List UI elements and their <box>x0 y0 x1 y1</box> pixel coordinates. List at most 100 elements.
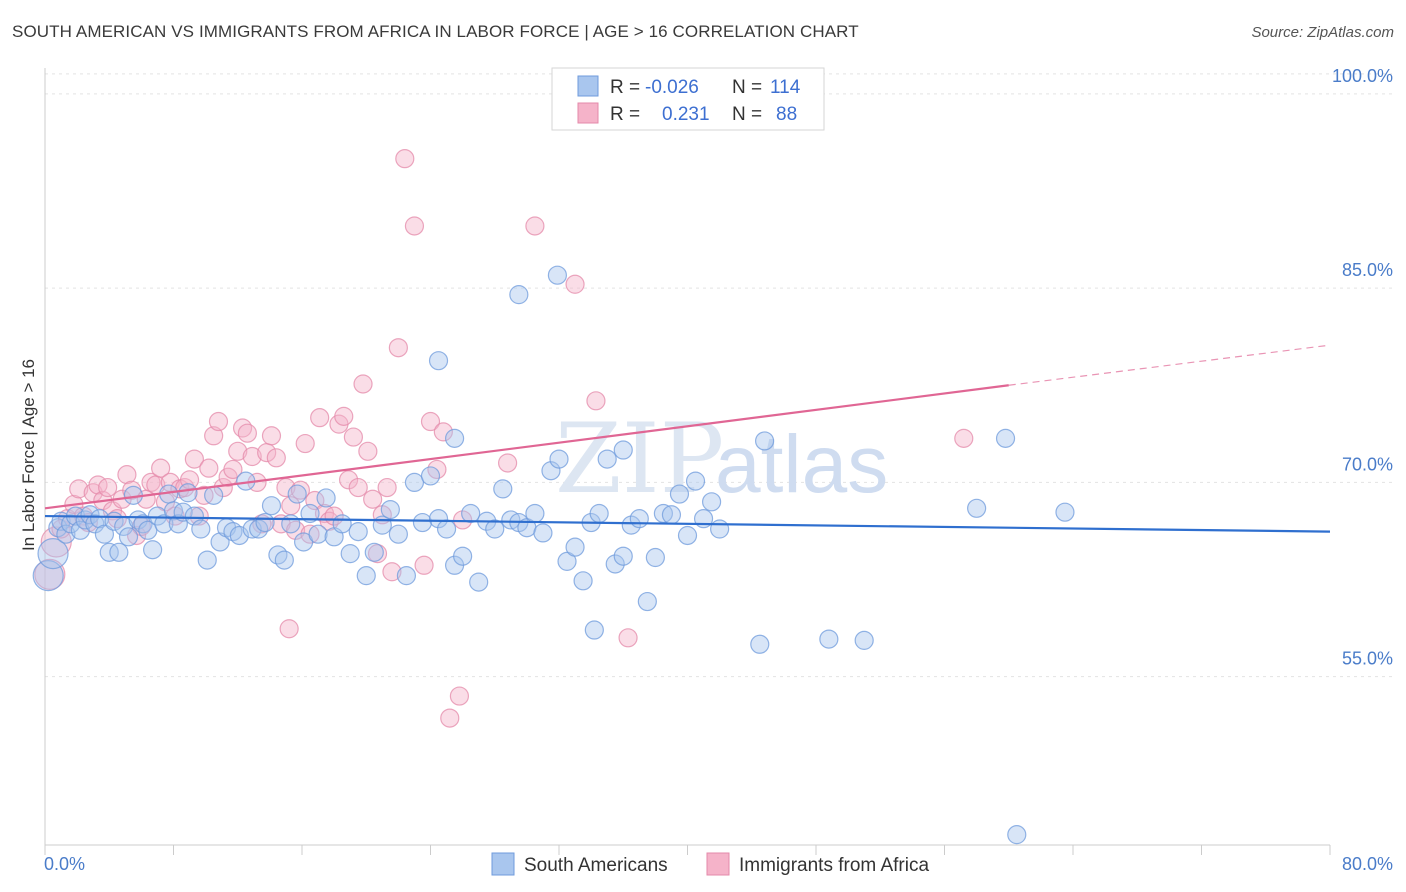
south-american-point-82 <box>573 571 593 591</box>
y-tick-label-2: 85.0% <box>1342 260 1393 280</box>
south-american-point-1 <box>37 538 69 570</box>
south-american-point-109 <box>1055 502 1075 522</box>
south-american-point-45 <box>281 514 301 534</box>
south-american-point-13 <box>99 542 119 562</box>
south-american-point-31 <box>191 519 211 539</box>
africa-point-41 <box>242 446 262 467</box>
africa-point-5 <box>69 479 89 499</box>
africa-point-75 <box>420 411 441 432</box>
south-american-point-101 <box>509 285 529 305</box>
south-american-point-67 <box>453 546 473 566</box>
legend-n-label-1: N = <box>732 77 762 98</box>
series-africa-points <box>34 149 974 728</box>
south-american-point-105 <box>754 431 775 451</box>
africa-point-40 <box>237 423 257 443</box>
africa-point-33 <box>204 426 224 446</box>
south-american-point-55 <box>356 566 376 586</box>
south-american-point-110 <box>967 498 987 518</box>
africa-point-67 <box>367 544 388 564</box>
south-american-point-15 <box>109 542 129 562</box>
africa-point-60 <box>334 406 354 426</box>
south-american-point-58 <box>380 499 400 520</box>
africa-point-81 <box>498 453 518 473</box>
south-american-point-11 <box>90 509 110 529</box>
south-american-point-108 <box>995 428 1016 448</box>
south-american-point-53 <box>340 544 360 564</box>
south-american-point-106 <box>819 629 839 649</box>
south-american-point-72 <box>493 479 513 499</box>
africa-point-62 <box>343 427 363 447</box>
south-american-point-49 <box>308 524 328 544</box>
south-american-point-69 <box>469 572 489 592</box>
south-american-point-107 <box>854 630 874 650</box>
south-american-point-84 <box>589 503 609 524</box>
bottom-legend-label-south-americans: South Americans <box>524 855 668 876</box>
correlation-legend: R = -0.026 N = 114 R = 0.231 N = 88 <box>551 67 825 131</box>
africa-point-55 <box>310 408 330 428</box>
africa-point-38 <box>228 441 248 461</box>
africa-point-31 <box>194 485 214 505</box>
chart-source: Source: ZipAtlas.com <box>1251 24 1394 41</box>
south-american-point-54 <box>348 522 368 542</box>
south-american-point-29 <box>178 483 198 503</box>
south-american-point-89 <box>629 509 649 529</box>
africa-point-77 <box>433 422 453 442</box>
south-american-point-85 <box>597 449 617 469</box>
south-american-point-27 <box>168 514 188 534</box>
south-american-point-81 <box>565 537 585 557</box>
africa-point-32 <box>199 458 219 478</box>
south-american-point-98 <box>701 492 722 512</box>
africa-point-79 <box>449 686 470 706</box>
x-tick-label-0: 0.0% <box>44 854 85 874</box>
watermark-atlas: atlas <box>715 419 888 510</box>
africa-point-11 <box>98 477 118 498</box>
south-american-point-59 <box>388 524 408 544</box>
legend-r-value-2: 0.231 <box>662 104 710 125</box>
y-tick-label-1: 70.0% <box>1342 454 1393 474</box>
trend-lines <box>44 344 1331 533</box>
south-american-point-42 <box>261 496 282 516</box>
bottom-legend-blue-swatch <box>491 852 515 876</box>
south-american-point-77 <box>533 523 553 543</box>
trend-line-africa <box>44 384 1009 510</box>
chart-title: SOUTH AMERICAN VS IMMIGRANTS FROM AFRICA… <box>12 22 859 41</box>
south-american-point-33 <box>204 485 224 505</box>
africa-point-71 <box>388 338 408 358</box>
legend-r-label-2: R = <box>610 104 640 125</box>
south-american-point-112 <box>750 634 770 654</box>
africa-point-83 <box>565 274 585 294</box>
south-american-point-94 <box>669 484 690 504</box>
south-american-point-64 <box>428 509 449 529</box>
south-american-point-99 <box>710 519 730 539</box>
south-american-point-90 <box>637 591 657 612</box>
africa-point-61 <box>338 470 359 490</box>
africa-point-70 <box>382 562 402 582</box>
africa-point-65 <box>358 441 378 461</box>
legend-r-label-1: R = <box>610 77 640 98</box>
south-american-point-24 <box>154 514 174 534</box>
south-american-point-86 <box>605 554 625 574</box>
y-tick-labels: 55.0% 70.0% 85.0% 100.0% <box>1332 66 1393 669</box>
africa-point-15 <box>117 465 137 485</box>
africa-point-29 <box>184 449 204 469</box>
south-american-point-43 <box>268 545 288 565</box>
bottom-legend-pink-swatch <box>706 852 730 876</box>
south-american-point-60 <box>396 566 417 586</box>
south-american-point-61 <box>404 472 425 492</box>
legend-n-value-1: 114 <box>770 77 801 98</box>
south-american-point-91 <box>645 547 665 568</box>
series-south-american-points <box>32 265 1075 845</box>
south-american-point-96 <box>685 471 706 491</box>
south-american-point-100 <box>428 351 449 371</box>
south-american-point-4 <box>56 524 76 544</box>
africa-point-0 <box>34 558 66 590</box>
south-american-point-17 <box>118 527 139 547</box>
south-american-point-79 <box>549 449 569 469</box>
y-tick-label-0: 55.0% <box>1342 649 1393 669</box>
africa-point-64 <box>353 374 373 394</box>
south-american-point-93 <box>661 505 682 525</box>
legend-pink-swatch <box>577 102 599 124</box>
x-tick-label-1: 80.0% <box>1342 854 1393 874</box>
south-american-point-65 <box>436 519 457 539</box>
africa-point-78 <box>440 708 460 728</box>
